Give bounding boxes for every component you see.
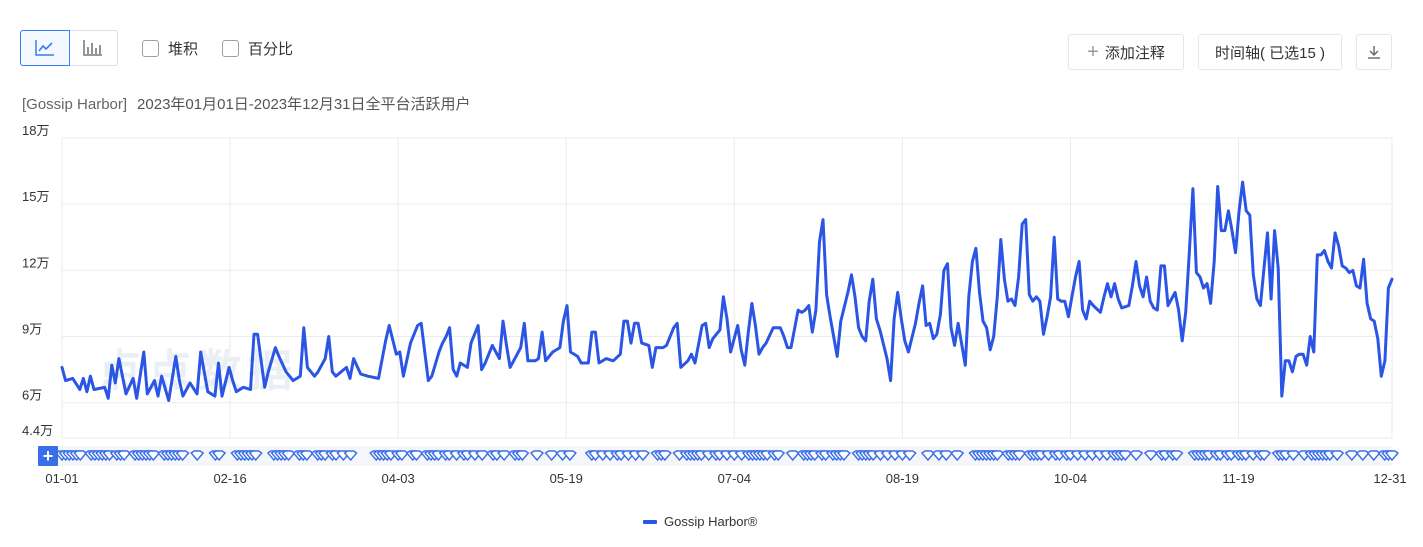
annotation-marker[interactable] bbox=[1384, 450, 1400, 462]
x-tick-label: 01-01 bbox=[45, 471, 78, 486]
annotation-marker[interactable] bbox=[939, 450, 954, 462]
annotation-marker[interactable] bbox=[771, 450, 786, 462]
chart-legend[interactable]: Gossip Harbor® bbox=[643, 514, 757, 529]
annotation-marker[interactable] bbox=[497, 450, 512, 462]
stack-checkbox-label: 堆积 bbox=[168, 40, 199, 58]
y-tick-label: 6万 bbox=[22, 388, 42, 403]
percent-checkbox-box[interactable] bbox=[222, 39, 240, 57]
annotation-marker[interactable] bbox=[562, 450, 577, 462]
x-tick-label: 04-03 bbox=[382, 471, 415, 486]
chart-source: [Gossip Harbor] bbox=[22, 96, 128, 113]
annotation-marker[interactable] bbox=[515, 450, 530, 462]
legend-swatch bbox=[643, 519, 657, 524]
annotation-marker[interactable] bbox=[920, 450, 936, 462]
annotation-marker[interactable] bbox=[635, 450, 651, 462]
line-chart-icon bbox=[35, 40, 54, 56]
annotation-marker[interactable] bbox=[544, 450, 559, 462]
annotation-marker[interactable] bbox=[836, 450, 851, 462]
y-tick-label: 9万 bbox=[22, 322, 42, 337]
x-tick-label: 08-19 bbox=[886, 471, 919, 486]
annotation-marker[interactable] bbox=[73, 450, 88, 462]
annotation-marker[interactable] bbox=[1129, 450, 1144, 462]
x-tick-label: 07-04 bbox=[718, 471, 751, 486]
plus-icon: + bbox=[1087, 41, 1099, 63]
annotation-marker[interactable] bbox=[1118, 450, 1133, 462]
download-button[interactable] bbox=[1356, 34, 1392, 70]
chart-type-switch bbox=[20, 30, 118, 66]
annotation-marker[interactable] bbox=[785, 450, 800, 462]
stack-checkbox[interactable]: 堆积 bbox=[142, 38, 198, 59]
timeline-label: 时间轴( 已选15 ) bbox=[1214, 44, 1325, 62]
annotation-marker[interactable] bbox=[343, 450, 358, 462]
bar-chart-icon bbox=[83, 40, 102, 56]
x-tick-label: 12-31 bbox=[1373, 471, 1406, 486]
annotation-marker[interactable] bbox=[1286, 450, 1301, 462]
chart-toolbar: 堆积 百分比 bbox=[20, 30, 293, 66]
x-tick-label: 11-19 bbox=[1222, 471, 1254, 486]
y-tick-label: 15万 bbox=[22, 189, 49, 204]
annotation-marker[interactable] bbox=[902, 450, 917, 462]
annotation-marker[interactable] bbox=[1143, 450, 1158, 462]
x-tick-label: 02-16 bbox=[213, 471, 246, 486]
chart-subtitle-text: 2023年01月01日-2023年12月31日全平台活跃用户 bbox=[137, 96, 471, 113]
annotation-marker[interactable] bbox=[146, 450, 161, 462]
percent-checkbox[interactable]: 百分比 bbox=[222, 38, 293, 59]
annotation-marker[interactable] bbox=[1355, 450, 1370, 462]
percent-checkbox-label: 百分比 bbox=[248, 40, 294, 58]
download-icon bbox=[1368, 46, 1380, 59]
line-chart-button[interactable] bbox=[20, 30, 70, 66]
annotation-marker[interactable] bbox=[281, 450, 296, 462]
annotation-marker[interactable] bbox=[529, 450, 545, 462]
series-line-gossip-harbor[interactable] bbox=[60, 180, 1394, 402]
annotation-marker[interactable] bbox=[299, 450, 314, 462]
line-chart: 4.4万 6万 9万 12万 15万 18万 +01-01 02-16 04-03 05-19 07… bbox=[22, 123, 1407, 486]
add-marker-button[interactable] bbox=[38, 446, 58, 466]
annotation-marker[interactable] bbox=[657, 450, 672, 462]
annotation-marker[interactable] bbox=[475, 450, 490, 462]
annotation-marker[interactable] bbox=[1257, 450, 1272, 462]
annotation-marker[interactable] bbox=[394, 450, 409, 462]
y-tick-label: 12万 bbox=[22, 255, 49, 270]
add-marker-plus-icon: + bbox=[43, 446, 54, 466]
annotation-marker[interactable] bbox=[117, 450, 132, 462]
annotation-marker[interactable] bbox=[950, 450, 965, 462]
stack-checkbox-box[interactable] bbox=[142, 39, 159, 57]
x-tick-label: 05-19 bbox=[550, 471, 583, 486]
add-annotation-label: 添加注释 bbox=[1104, 44, 1165, 62]
annotation-marker[interactable] bbox=[248, 450, 263, 462]
y-tick-label: 4.4万 bbox=[22, 423, 53, 438]
annotation-marker[interactable] bbox=[409, 450, 424, 462]
annotation-marker[interactable] bbox=[1330, 450, 1345, 462]
x-tick-label: 10-04 bbox=[1054, 471, 1087, 486]
bar-chart-button[interactable] bbox=[69, 31, 117, 65]
annotation-marker[interactable] bbox=[1366, 450, 1381, 462]
annotation-marker[interactable] bbox=[1012, 450, 1027, 462]
y-tick-label: 18万 bbox=[22, 123, 49, 138]
add-annotation-button[interactable]: + 添加注释 bbox=[1068, 34, 1184, 70]
chart-subtitle: [Gossip Harbor] 2023年01月01日-2023年12月31日全平… bbox=[22, 93, 471, 114]
annotation-marker[interactable] bbox=[990, 450, 1005, 462]
timeline-button[interactable]: 时间轴( 已选15 ) bbox=[1198, 34, 1342, 70]
annotation-marker[interactable] bbox=[190, 450, 205, 462]
legend-label: Gossip Harbor® bbox=[664, 514, 758, 529]
annotation-marker[interactable] bbox=[175, 450, 190, 462]
annotation-marker[interactable] bbox=[1169, 450, 1184, 462]
annotation-marker[interactable] bbox=[212, 450, 227, 462]
annotation-marker[interactable] bbox=[1344, 450, 1359, 462]
